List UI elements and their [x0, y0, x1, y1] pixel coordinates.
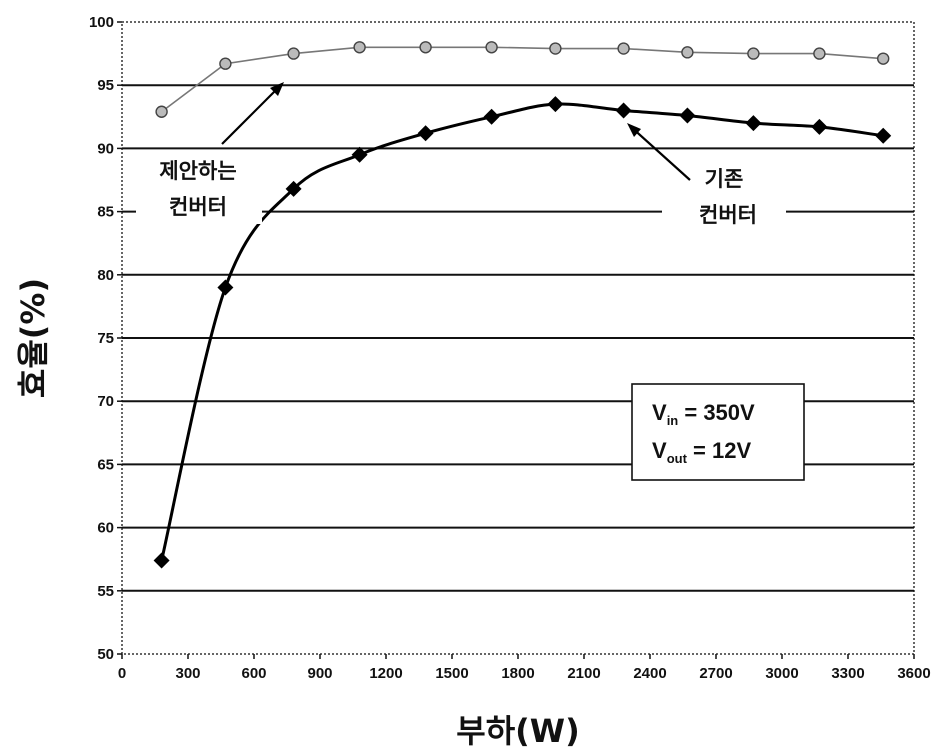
- x-tick-label: 1500: [435, 665, 468, 682]
- proposed-data-point: [155, 105, 168, 118]
- vout-label: Vout = 12V: [652, 438, 751, 466]
- conventional-data-point: [417, 125, 434, 142]
- proposed-arrowhead: [270, 82, 284, 96]
- y-tick-label: 85: [97, 204, 114, 221]
- proposed-arrow: [221, 83, 283, 145]
- proposed-label-line2: 컨버터: [169, 195, 227, 219]
- y-tick-label: 75: [97, 330, 114, 347]
- conventional-data-point: [285, 180, 302, 197]
- conventional-data-point: [153, 552, 170, 569]
- x-tick-label: 2700: [699, 665, 732, 682]
- y-tick-label: 60: [97, 520, 114, 537]
- x-tick-label: 3300: [831, 665, 864, 682]
- y-tick-label: 95: [97, 77, 114, 94]
- conventional-label-line1: 기존: [705, 167, 744, 191]
- proposed-data-point: [419, 41, 432, 54]
- x-axis-ticks: 0 300 600 900 1200 1500 1800 2100 2400 2700 3000 33…: [118, 654, 931, 682]
- x-axis-title: 부하(W): [456, 712, 579, 750]
- conventional-data-point: [547, 96, 564, 113]
- conventional-data-point: [615, 102, 632, 119]
- conventional-arrowhead: [627, 123, 641, 137]
- proposed-data-point: [549, 42, 562, 55]
- conventional-data-point: [745, 115, 762, 132]
- x-tick-label: 1200: [369, 665, 402, 682]
- x-tick-label: 300: [175, 665, 200, 682]
- conventional-arrow: [629, 125, 691, 181]
- proposed-data-point: [287, 47, 300, 60]
- conventional-data-point: [483, 108, 500, 125]
- y-tick-label: 90: [97, 140, 114, 157]
- x-tick-label: 900: [307, 665, 332, 682]
- x-tick-label: 3000: [765, 665, 798, 682]
- x-tick-label: 0: [118, 665, 126, 682]
- y-tick-label: 55: [97, 583, 114, 600]
- y-tick-label: 65: [97, 456, 114, 473]
- proposed-series-line: [161, 46, 884, 113]
- y-axis-ticks: 50 55 60 65 70 75 80 85 90 95 100: [89, 14, 122, 663]
- condition-box: [631, 383, 805, 481]
- proposed-data-point: [219, 57, 232, 70]
- proposed-data-point: [353, 41, 366, 54]
- proposed-data-point: [681, 46, 694, 59]
- x-tick-label: 2400: [633, 665, 666, 682]
- proposed-data-point: [617, 42, 630, 55]
- x-tick-label: 3600: [897, 665, 930, 682]
- y-axis-title: 효율(%): [14, 278, 52, 398]
- conventional-data-point: [875, 127, 892, 144]
- proposed-data-point: [747, 47, 760, 60]
- conventional-data-point: [351, 146, 368, 163]
- conventional-data-point: [679, 107, 696, 124]
- proposed-label-bg: [136, 154, 262, 224]
- y-tick-label: 80: [97, 267, 114, 284]
- y-tick-label: 70: [97, 393, 114, 410]
- conventional-data-point: [811, 118, 828, 135]
- series-group: [153, 41, 892, 569]
- x-tick-label: 600: [241, 665, 266, 682]
- proposed-data-point: [877, 52, 890, 65]
- x-tick-label: 2100: [567, 665, 600, 682]
- proposed-data-point: [813, 47, 826, 60]
- y-tick-label: 100: [89, 14, 114, 31]
- vin-label: Vin = 350V: [652, 400, 755, 428]
- y-tick-label: 50: [97, 646, 114, 663]
- x-tick-label: 1800: [501, 665, 534, 682]
- conventional-label-line2: 컨버터: [699, 203, 757, 227]
- proposed-label-line1: 제안하는: [159, 159, 236, 183]
- conventional-data-point: [217, 279, 234, 296]
- proposed-data-point: [485, 41, 498, 54]
